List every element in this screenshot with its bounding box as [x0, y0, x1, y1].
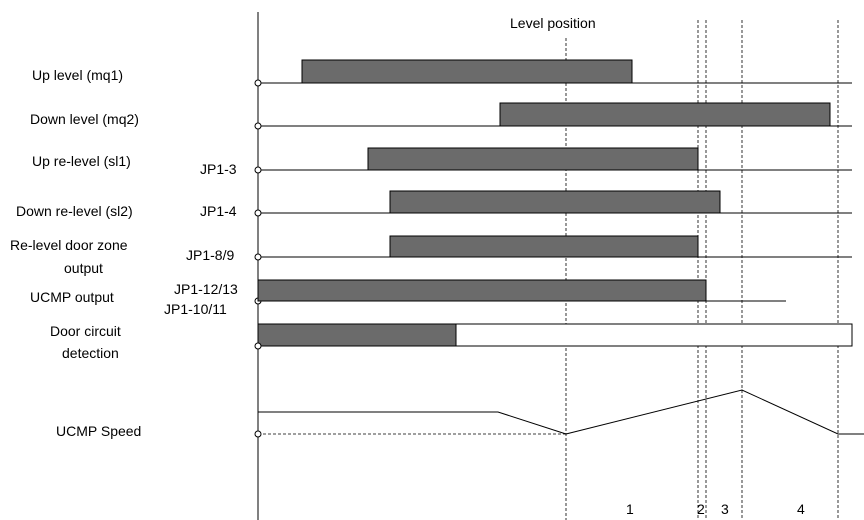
signal-label-line-2: output — [64, 260, 103, 276]
signal-label: Up level (mq1) — [32, 67, 123, 83]
signal-bar — [389, 190, 721, 214]
signal-label: UCMP Speed — [56, 423, 141, 439]
signal-label: Down level (mq2) — [30, 111, 139, 127]
zone-label-3: 3 — [721, 501, 729, 517]
zone-label-1: 1 — [626, 501, 634, 517]
pin-label-line-2: JP1-10/11 — [164, 301, 227, 317]
door-open-speed-curve — [258, 411, 567, 435]
signal-bar — [389, 235, 699, 258]
signal-row-down-relevel: Down re-level (sl2) JP1-4 — [16, 190, 852, 219]
origin-marker — [254, 79, 262, 87]
origin-marker — [254, 122, 262, 130]
signal-row-ucmp-speed: UCMP Speed — [56, 389, 864, 439]
signal-bar — [301, 59, 633, 84]
signal-label-line-1: Re-level door zone — [10, 237, 128, 253]
pin-label: JP1-3 — [200, 161, 237, 177]
level-position-title: Level position — [510, 15, 596, 31]
signal-label: UCMP output — [30, 289, 114, 305]
pin-label-line-1: JP1-12/13 — [174, 281, 238, 297]
signal-label-line-1: Door circuit — [50, 323, 121, 339]
pin-label: JP1-4 — [200, 203, 237, 219]
signal-row-door-circuit: Door circuit detection — [50, 323, 853, 361]
origin-marker — [254, 430, 262, 438]
origin-marker — [254, 166, 262, 174]
signal-row-ucmp-output: UCMP output JP1-12/13 JP1-10/11 — [30, 279, 786, 317]
signal-label: Down re-level (sl2) — [16, 203, 133, 219]
origin-marker — [254, 253, 262, 261]
speed-curve — [565, 389, 864, 435]
signal-bar — [367, 147, 699, 171]
zone-label-4: 4 — [797, 501, 805, 517]
signal-row-down-level: Down level (mq2) — [30, 102, 852, 130]
signal-label-line-2: detection — [62, 345, 119, 361]
signal-label: Up re-level (sl1) — [32, 153, 131, 169]
signal-row-relevel-door-zone: Re-level door zone output JP1-8/9 — [10, 235, 852, 276]
pin-label: JP1-8/9 — [186, 247, 234, 263]
reference-lines — [565, 20, 839, 520]
origin-marker — [254, 342, 262, 350]
signal-bar — [257, 323, 457, 347]
origin-marker — [254, 209, 262, 217]
zone-labels: 1 2 3 4 — [626, 501, 805, 517]
signal-bar — [257, 279, 707, 302]
zone-label-2: 2 — [697, 501, 705, 517]
signal-row-up-relevel: Up re-level (sl1) JP1-3 — [32, 147, 852, 177]
signal-row-up-level: Up level (mq1) — [32, 59, 852, 87]
signal-bar — [499, 102, 831, 127]
